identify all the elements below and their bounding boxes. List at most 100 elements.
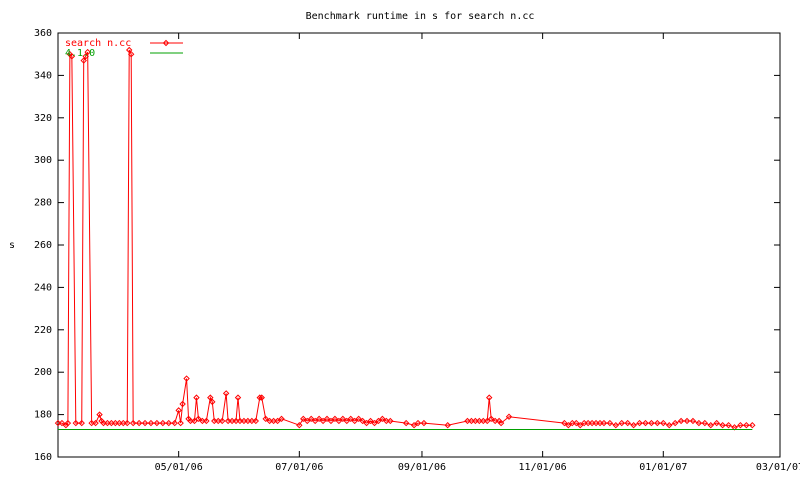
- data-point: [311, 417, 319, 425]
- y-tick-label: 300: [34, 155, 52, 166]
- y-tick-label: 240: [34, 282, 52, 293]
- data-point: [600, 419, 608, 427]
- data-point: [577, 421, 584, 429]
- y-tick-label: 200: [34, 367, 52, 378]
- data-point: [402, 419, 410, 427]
- data-point: [683, 417, 691, 425]
- data-point: [689, 417, 697, 425]
- data-point: [307, 415, 315, 423]
- data-point: [252, 417, 260, 425]
- data-point: [191, 417, 198, 425]
- x-tick-label: 09/01/06: [398, 462, 446, 473]
- data-point: [175, 407, 182, 414]
- data-point: [339, 415, 347, 423]
- y-tick-label: 320: [34, 113, 52, 124]
- y-tick-label: 180: [34, 410, 52, 421]
- data-point: [347, 415, 354, 423]
- data-point: [141, 419, 149, 427]
- data-point: [319, 417, 327, 425]
- data-point: [129, 419, 137, 427]
- data-point: [630, 421, 637, 429]
- data-point: [363, 419, 370, 427]
- data-point: [72, 419, 80, 427]
- y-tick-label: 260: [34, 240, 52, 251]
- data-point: [612, 421, 620, 429]
- data-point: [193, 394, 200, 401]
- x-tick-label: 11/01/06: [519, 462, 567, 473]
- data-point: [62, 421, 70, 429]
- data-point: [561, 419, 568, 427]
- data-point: [323, 415, 331, 423]
- data-point: [258, 394, 265, 401]
- data-point: [725, 421, 732, 429]
- data-point: [648, 419, 655, 427]
- data-point: [331, 415, 339, 423]
- data-point: [124, 419, 131, 427]
- data-point: [375, 417, 382, 425]
- data-point: [127, 50, 135, 58]
- data-point: [343, 417, 351, 425]
- data-point: [234, 394, 242, 401]
- data-point: [262, 415, 269, 423]
- data-point: [183, 375, 190, 382]
- data-point: [222, 390, 230, 397]
- data-point: [671, 419, 679, 427]
- x-tick-label: 05/01/06: [155, 462, 203, 473]
- data-point: [505, 413, 513, 420]
- data-point: [359, 417, 366, 425]
- data-point: [371, 419, 378, 427]
- data-point: [218, 417, 226, 425]
- y-tick-label: 360: [34, 28, 52, 39]
- data-point: [64, 419, 72, 427]
- data-point: [486, 394, 493, 401]
- data-point: [387, 417, 394, 425]
- data-point: [335, 417, 343, 425]
- data-point: [327, 417, 335, 425]
- data-point: [304, 417, 311, 425]
- data-point: [410, 421, 418, 429]
- data-point: [719, 421, 726, 429]
- data-point: [296, 421, 303, 429]
- data-point: [565, 421, 572, 429]
- data-point: [573, 419, 580, 427]
- data-point: [80, 57, 87, 64]
- y-axis-label: s: [9, 240, 15, 251]
- data-point: [278, 415, 285, 423]
- data-point: [743, 421, 750, 429]
- data-point: [749, 421, 756, 429]
- data-point: [165, 419, 172, 427]
- data-point: [153, 419, 161, 427]
- chart-title: Benchmark runtime in s for search n.cc: [306, 11, 535, 22]
- data-point: [713, 419, 720, 427]
- data-point: [414, 419, 422, 427]
- data-point: [666, 421, 673, 429]
- data-point: [707, 421, 714, 429]
- legend-label: 4.1.0: [65, 48, 95, 59]
- data-point: [315, 415, 323, 423]
- data-point: [642, 419, 649, 427]
- x-tick-label: 01/01/07: [639, 462, 687, 473]
- data-point: [701, 419, 709, 427]
- data-point: [274, 417, 281, 425]
- x-tick-label: 07/01/06: [275, 462, 323, 473]
- data-point: [58, 419, 66, 427]
- data-point: [300, 415, 307, 423]
- data-point: [207, 394, 214, 401]
- data-point: [82, 53, 89, 60]
- data-point: [618, 419, 625, 427]
- data-point: [92, 419, 99, 427]
- data-point: [147, 419, 155, 427]
- legend-marker: [162, 39, 170, 47]
- y-tick-label: 340: [34, 70, 52, 81]
- data-point: [203, 417, 210, 425]
- data-point: [624, 419, 631, 427]
- plot-frame: [57, 32, 781, 458]
- data-point: [606, 419, 614, 427]
- data-point: [497, 419, 505, 427]
- data-point: [135, 419, 143, 427]
- y-tick-label: 280: [34, 198, 52, 209]
- data-point: [355, 415, 362, 423]
- data-point: [209, 398, 216, 406]
- data-point: [84, 48, 91, 56]
